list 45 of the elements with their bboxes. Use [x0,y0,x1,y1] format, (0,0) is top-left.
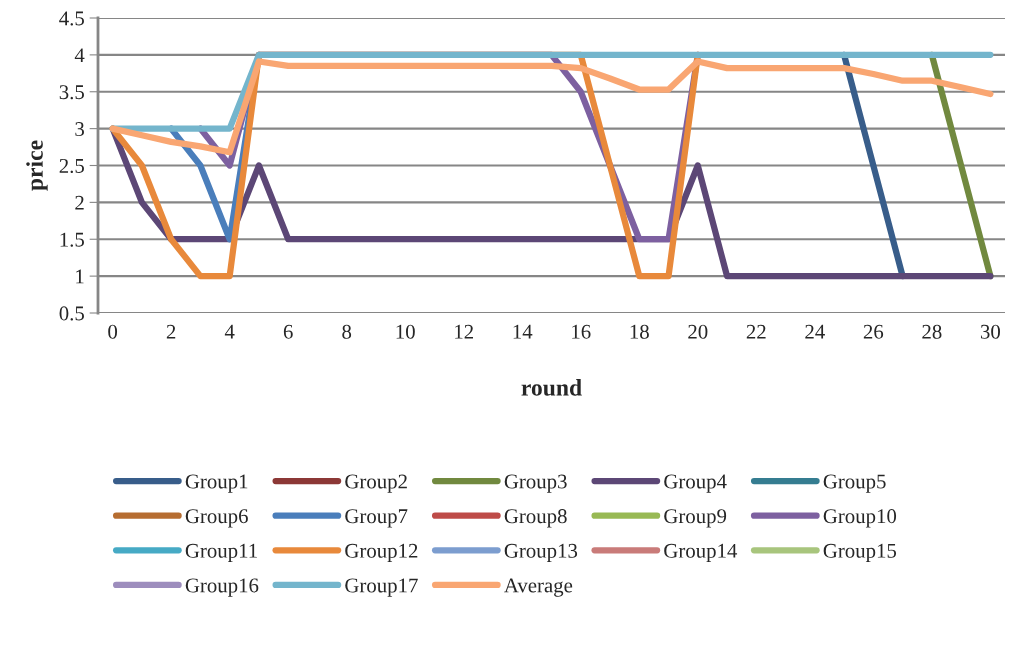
x-tick-label: 26 [863,324,884,339]
legend-label: Group2 [345,474,407,493]
x-tick-label: 2 [166,324,176,339]
x-tick-label: 6 [283,324,293,339]
legend-label: Group6 [185,509,248,528]
x-tick-label: 22 [746,324,766,339]
x-tick-label: 0 [108,324,118,339]
legend-label: Group7 [345,509,408,528]
legend-label: Group9 [664,509,727,528]
y-tick-label: 3.5 [59,85,84,100]
y-tick-label: 0.5 [59,306,84,321]
x-tick-label: 18 [630,324,649,339]
legend-label: Group10 [823,509,897,528]
legend-label: Group17 [345,578,418,597]
y-tick-label: 2.5 [59,158,84,174]
legend-label: Group8 [504,509,567,528]
x-tick-label: 10 [396,324,415,339]
legend-label: Group4 [664,474,727,493]
legend-label: Group16 [185,578,259,597]
x-tick-label: 30 [980,324,1000,339]
x-tick-label: 20 [688,324,708,339]
y-tick-label: 3 [75,122,84,137]
x-tick-label: 24 [805,324,825,339]
legend-label: Group14 [664,543,738,563]
legend-label: Group5 [823,474,886,493]
x-tick-label: 16 [572,324,591,339]
legend-label: Group11 [185,543,257,563]
x-axis-title: round [521,379,582,396]
legend-label: Group12 [345,543,418,563]
x-tick-label: 28 [922,324,942,339]
x-tick-label: 4 [224,324,235,339]
x-tick-label: 14 [513,324,533,339]
y-tick-label: 1.5 [60,232,84,247]
y-tick-label: 4 [74,48,85,63]
x-tick-label: 8 [342,324,352,339]
legend-label: Group3 [504,474,567,493]
y-axis-title: price [26,140,48,191]
legend-label: Average [504,578,573,597]
y-tick-label: 1 [76,269,84,284]
y-tick-label: 2 [75,195,84,210]
legend-label: Group1 [185,474,248,493]
legend-label: Group15 [823,543,897,563]
y-tick-label: 4.5 [59,11,84,26]
x-tick-label: 12 [455,324,473,339]
legend-label: Group13 [504,543,578,563]
